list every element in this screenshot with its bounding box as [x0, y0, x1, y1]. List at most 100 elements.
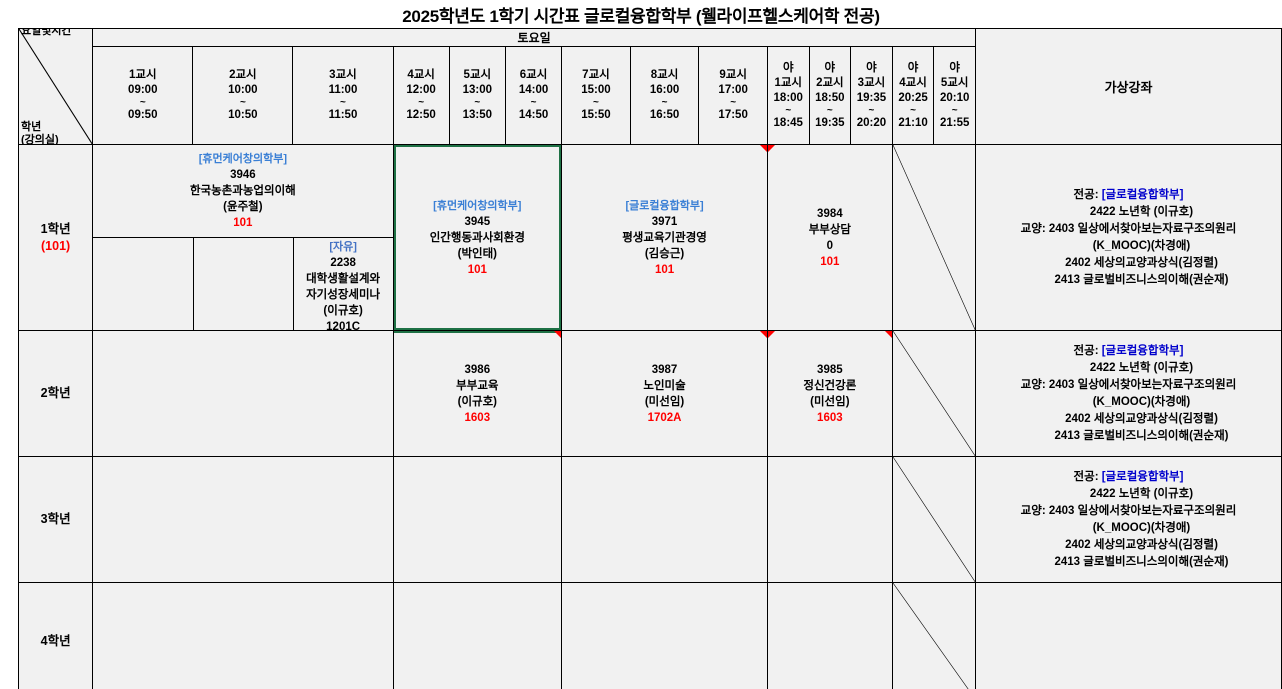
night-period-header-2: 야 2교시 18:50 ~ 19:35	[808, 46, 852, 145]
period-header-8: 8교시 16:00 ~ 16:50	[629, 46, 700, 145]
period-tilde: ~	[661, 97, 668, 108]
virtual-course-text: 전공:	[1073, 188, 1102, 201]
period-end: 12:50	[406, 109, 436, 121]
comment-marker-icon	[768, 145, 775, 152]
course-info: [자유] 2238 대학생활설계와 자기성장세미나 (이규호) 1201C	[306, 239, 380, 331]
course-info: 3987 노인미술 (미선임) 1702A	[643, 362, 685, 426]
course-name: 부부교육	[456, 379, 499, 392]
virtual-course-cell-grade1[interactable]: 전공: [글로컬융합학부] 2422 노년학 (이규호) 교양: 2403 일상에서…	[974, 144, 1282, 331]
corner-top-label: 요일및시간	[21, 28, 72, 38]
virtual-course-line: 2402 세상의교양과상식(김정렬)	[976, 411, 1280, 428]
empty-cell-grade3-night1-3[interactable]	[766, 456, 893, 583]
night-period-header-5: 야 5교시 20:10 ~ 21:55	[933, 46, 976, 145]
comment-marker-icon	[759, 145, 767, 152]
night-prefix: 야	[907, 61, 919, 74]
green-top-border	[393, 331, 561, 333]
empty-cell-grade3-p7-9[interactable]	[561, 456, 768, 583]
course-block-univ-life-seminar[interactable]: [자유] 2238 대학생활설계와 자기성장세미나 (이규호) 1201C	[292, 237, 392, 331]
course-cell-grade2-p4-6[interactable]: 3986 부부교육 (이규호) 1603	[392, 330, 563, 457]
day-header: 토요일	[92, 28, 976, 47]
period-start: 15:00	[581, 84, 611, 96]
comment-marker-icon	[554, 331, 561, 338]
course-cell-grade2-night1-3[interactable]: 3985 정신건강론 (미선임) 1603	[766, 330, 893, 457]
empty-cell-grade1-p1-lower[interactable]	[94, 238, 193, 330]
empty-cell-grade4-p1-3[interactable]	[92, 582, 394, 689]
course-professor: (김승근)	[644, 247, 685, 260]
course-block-korean-agriculture[interactable]: [휴먼케어창의학부] 3946 한국농촌과농업의이해 (윤주철) 101	[93, 146, 392, 238]
empty-cell-grade3-p4-6[interactable]	[392, 456, 563, 583]
course-cell-grade1-p1-3[interactable]: [휴먼케어창의학부] 3946 한국농촌과농업의이해 (윤주철) 101 [자	[92, 144, 394, 331]
period-tilde: ~	[785, 104, 792, 116]
virtual-course-text: 2422 노년학 (이규호)	[1089, 361, 1194, 374]
virtual-course-text: (K_MOOC)(차경애)	[1092, 395, 1191, 408]
virtual-course-text: 2422 노년학 (이규호)	[1089, 487, 1194, 500]
course-code: 3971	[651, 215, 678, 228]
blocked-cell-grade1-night4-5	[891, 144, 976, 331]
period-start: 16:00	[649, 84, 680, 96]
period-start: 14:00	[518, 84, 549, 96]
virtual-course-text: 전공:	[1073, 344, 1102, 357]
virtual-course-line: 교양: 2403 일상에서찾아보는자료구조의원리	[976, 503, 1280, 520]
virtual-course-line: 2402 세상의교양과상식(김정렬)	[976, 537, 1280, 554]
period-header-7: 7교시 15:00 ~ 15:50	[561, 46, 631, 145]
period-label: 5교시	[463, 69, 492, 81]
period-header-9: 9교시 17:00 ~ 17:50	[698, 46, 768, 145]
period-end: 10:50	[228, 109, 258, 121]
course-code: 2238	[330, 256, 356, 269]
empty-cell-grade4-p4-6[interactable]	[392, 582, 563, 689]
period-tilde: ~	[474, 97, 481, 108]
empty-cell-grade3-p1-3[interactable]	[92, 456, 394, 583]
virtual-course-header: 가상강좌	[974, 28, 1282, 145]
empty-cell-grade4-p7-9[interactable]	[561, 582, 768, 689]
empty-cell-grade4-night1-3[interactable]	[766, 582, 893, 689]
course-info: 3986 부부교육 (이규호) 1603	[456, 362, 498, 426]
virtual-course-list-grade2: 전공: [글로컬융합학부] 2422 노년학 (이규호) 교양: 2403 일상에서…	[976, 343, 1280, 445]
virtual-course-text: 2413 글로벌비즈니스의이해(권순재)	[1054, 429, 1229, 442]
period-end: 17:50	[718, 109, 748, 121]
virtual-course-cell-grade4[interactable]	[974, 582, 1282, 689]
empty-cell-grade2-p1-3[interactable]	[92, 330, 394, 457]
virtual-course-line: 2413 글로벌비즈니스의이해(권순재)	[976, 272, 1280, 289]
period-end: 09:50	[128, 109, 158, 121]
period-start: 18:50	[815, 91, 845, 104]
period-header-1: 1교시 09:00 ~ 09:50	[92, 46, 194, 145]
course-cell-grade1-p7-9[interactable]: [글로컬융합학부] 3971 평생교육기관경영 (김승근) 101	[561, 144, 768, 331]
period-start: 09:00	[128, 84, 158, 96]
virtual-course-line: 교양: 2403 일상에서찾아보는자료구조의원리	[976, 221, 1280, 238]
header-row-periods: 1교시 09:00 ~ 09:50 2교시 10:00 ~ 10:50 3교시 …	[19, 46, 1282, 145]
virtual-course-text: 2402 세상의교양과상식(김정렬)	[1065, 412, 1218, 425]
virtual-course-cell-grade3[interactable]: 전공: [글로컬융합학부] 2422 노년학 (이규호) 교양: 2403 일상에서…	[974, 456, 1282, 583]
table-row: 4학년	[17, 582, 1282, 689]
course-cell-grade1-night1-3[interactable]: 3984 부부상담 0 101	[766, 144, 893, 331]
course-cell-grade1-p4-6[interactable]: [휴먼케어창의학부] 3945 인간행동과사회환경 (박인태) 101	[392, 144, 563, 331]
virtual-course-text: 전공:	[1073, 470, 1102, 483]
virtual-course-cell-grade2[interactable]: 전공: [글로컬융합학부] 2422 노년학 (이규호) 교양: 2403 일상에서…	[974, 330, 1282, 457]
period-tilde: ~	[239, 97, 246, 108]
period-header-2: 2교시 10:00 ~ 10:50	[192, 46, 294, 145]
period-end: 13:50	[462, 109, 493, 121]
page-title: 2025학년도 1학기 시간표 글로컬융합학부 (웰라이프헬스케어학 전공)	[402, 6, 880, 26]
period-label: 2교시	[229, 69, 257, 81]
virtual-course-text: 교양: 2403 일상에서찾아보는자료구조의원리	[1020, 222, 1237, 235]
empty-cell-grade1-p2-lower[interactable]	[192, 237, 293, 330]
virtual-course-text: 교양: 2403 일상에서찾아보는자료구조의원리	[1020, 504, 1237, 517]
course-cell-grade2-p7-9[interactable]: 3987 노인미술 (미선임) 1702A	[561, 330, 768, 457]
period-start: 20:10	[939, 91, 970, 104]
course-room: 1201C	[326, 320, 361, 331]
header-row-day: 요일및시간 학년 (강의실) 토요일 가상강좌	[17, 28, 1282, 145]
period-label: 1교시	[774, 76, 803, 89]
period-start: 20:25	[898, 91, 928, 104]
grade-header-1: 1학년 (101)	[17, 144, 94, 331]
period-tilde: ~	[951, 104, 958, 116]
grade-label: 4학년	[40, 633, 71, 648]
period-end: 21:55	[939, 116, 970, 129]
course-block-elderly-art: 3987 노인미술 (미선임) 1702A	[563, 331, 767, 456]
period-start: 10:00	[228, 84, 258, 96]
virtual-course-text: (K_MOOC)(차경애)	[1092, 239, 1191, 252]
course-block-couple-education: 3986 부부교육 (이규호) 1603	[393, 331, 561, 456]
course-room: 101	[820, 255, 840, 268]
night-period-header-4: 야 4교시 20:25 ~ 21:10	[891, 46, 935, 145]
period-label: 6교시	[519, 69, 548, 81]
period-label: 4교시	[407, 69, 435, 81]
virtual-course-line: 전공: [글로컬융합학부]	[976, 187, 1280, 204]
